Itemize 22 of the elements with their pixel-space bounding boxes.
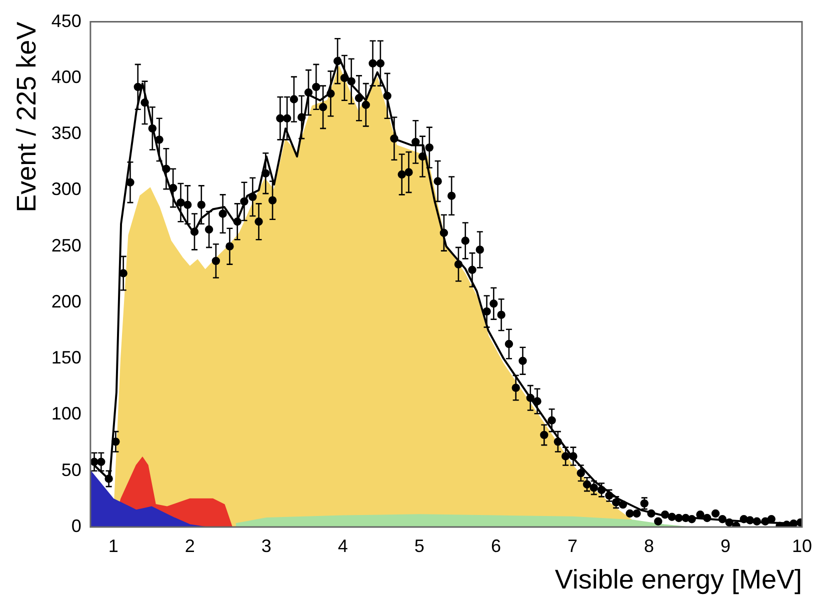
x-tick-label: 10 [792, 536, 812, 556]
x-tick-label: 7 [567, 536, 578, 556]
x-tick-label: 6 [490, 536, 501, 556]
x-tick-label: 4 [338, 536, 348, 556]
y-tick-label: 400 [51, 66, 82, 87]
y-tick-label: 250 [51, 235, 82, 256]
y-axis-title: Event / 225 keV [12, 22, 42, 212]
x-tick-label: 8 [644, 536, 654, 556]
y-tick-label: 150 [51, 348, 82, 368]
x-tick-label: 9 [720, 536, 730, 556]
x-tick-label: 5 [414, 536, 424, 556]
x-tick-label: 3 [261, 536, 272, 556]
y-tick-label: 350 [51, 123, 82, 144]
y-tick-label: 300 [51, 179, 82, 200]
y-tick-label: 50 [61, 460, 82, 480]
x-axis-title: Visible energy [MeV] [554, 564, 802, 594]
x-tick-label: 2 [184, 536, 195, 556]
x-tick-label: 1 [108, 536, 118, 556]
y-tick-label: 0 [71, 516, 82, 536]
y-tick-label: 100 [51, 404, 82, 424]
y-tick-label: 200 [51, 291, 82, 312]
y-tick-label: 450 [51, 10, 82, 31]
